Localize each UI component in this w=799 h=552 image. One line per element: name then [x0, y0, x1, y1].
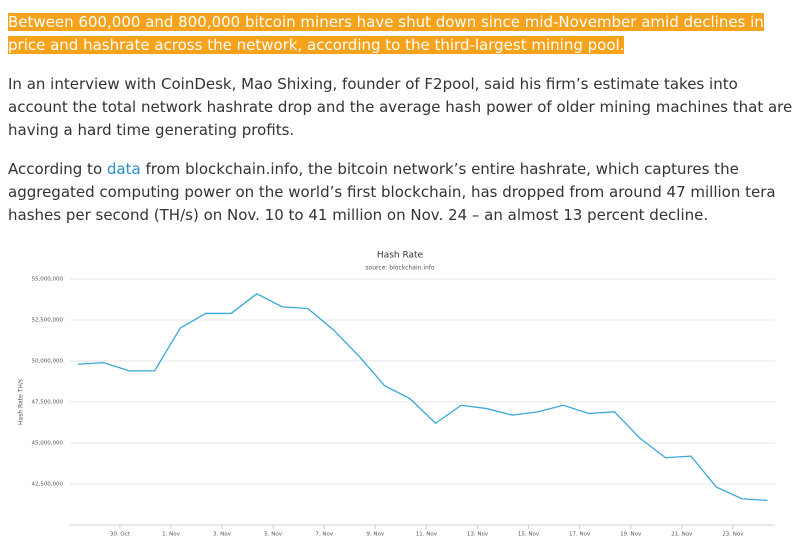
- y-tick-label: 50,000,000: [32, 359, 64, 365]
- x-tick-label: 15. Nov: [518, 532, 540, 538]
- y-tick-label: 55,000,000: [32, 277, 64, 283]
- paragraph: According to data from blockchain.info, …: [8, 158, 794, 227]
- x-tick-label: 21. Nov: [671, 532, 693, 538]
- x-tick-label: 30. Oct: [110, 532, 131, 538]
- y-axis-label: Hash Rate TH/s: [18, 379, 25, 425]
- x-tick-label: 7. Nov: [315, 532, 333, 538]
- x-tick-label: 13. Nov: [467, 532, 489, 538]
- x-tick-label: 23. Nov: [722, 532, 744, 538]
- y-tick-label: 45,000,000: [32, 441, 64, 447]
- line: [77, 292, 768, 502]
- x-tick-label: 19. Nov: [620, 532, 642, 538]
- x-tick-label: 11. Nov: [416, 532, 438, 538]
- x-tick-label: 1. Nov: [162, 532, 180, 538]
- y-tick-label: 47,500,000: [32, 400, 64, 406]
- y-tick-label: 42,500,000: [32, 482, 64, 488]
- paragraph: Between 600,000 and 800,000 bitcoin mine…: [8, 11, 794, 57]
- x-tick-label: 17. Nov: [569, 532, 591, 538]
- link[interactable]: data: [106, 160, 141, 178]
- text: According to: [8, 160, 107, 178]
- paragraph: In an interview with CoinDesk, Mao Shixi…: [8, 75, 793, 139]
- x-tick-label: 9. Nov: [366, 532, 384, 538]
- x-tick-label: 5. Nov: [264, 532, 282, 538]
- x-tick-label: 3. Nov: [213, 532, 231, 538]
- chart-subtitle: source: blockchain.info: [365, 265, 435, 272]
- y-tick-label: 52,500,000: [32, 318, 64, 324]
- chart-title: Hash Rate: [377, 251, 424, 261]
- text: from blockchain.info, the bitcoin networ…: [8, 160, 776, 224]
- article: Between 600,000 and 800,000 bitcoin mine…: [8, 11, 794, 243]
